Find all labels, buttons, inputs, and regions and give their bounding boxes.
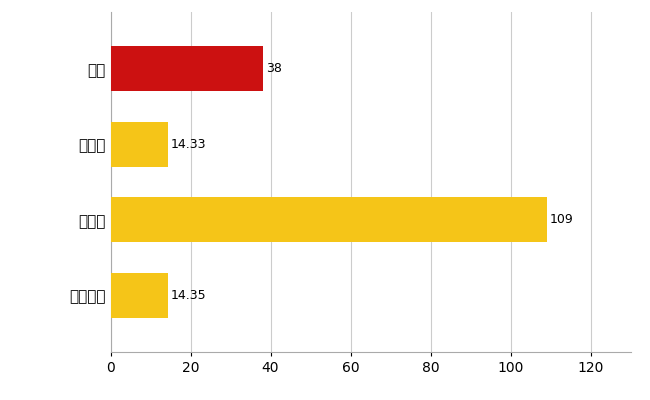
Bar [111,46,263,91]
Bar [111,122,168,167]
Text: 14.33: 14.33 [171,138,207,151]
Text: 109: 109 [550,213,573,226]
Bar [111,197,547,242]
Text: 38: 38 [266,62,281,75]
Bar [111,273,168,318]
Text: 14.35: 14.35 [171,289,207,302]
